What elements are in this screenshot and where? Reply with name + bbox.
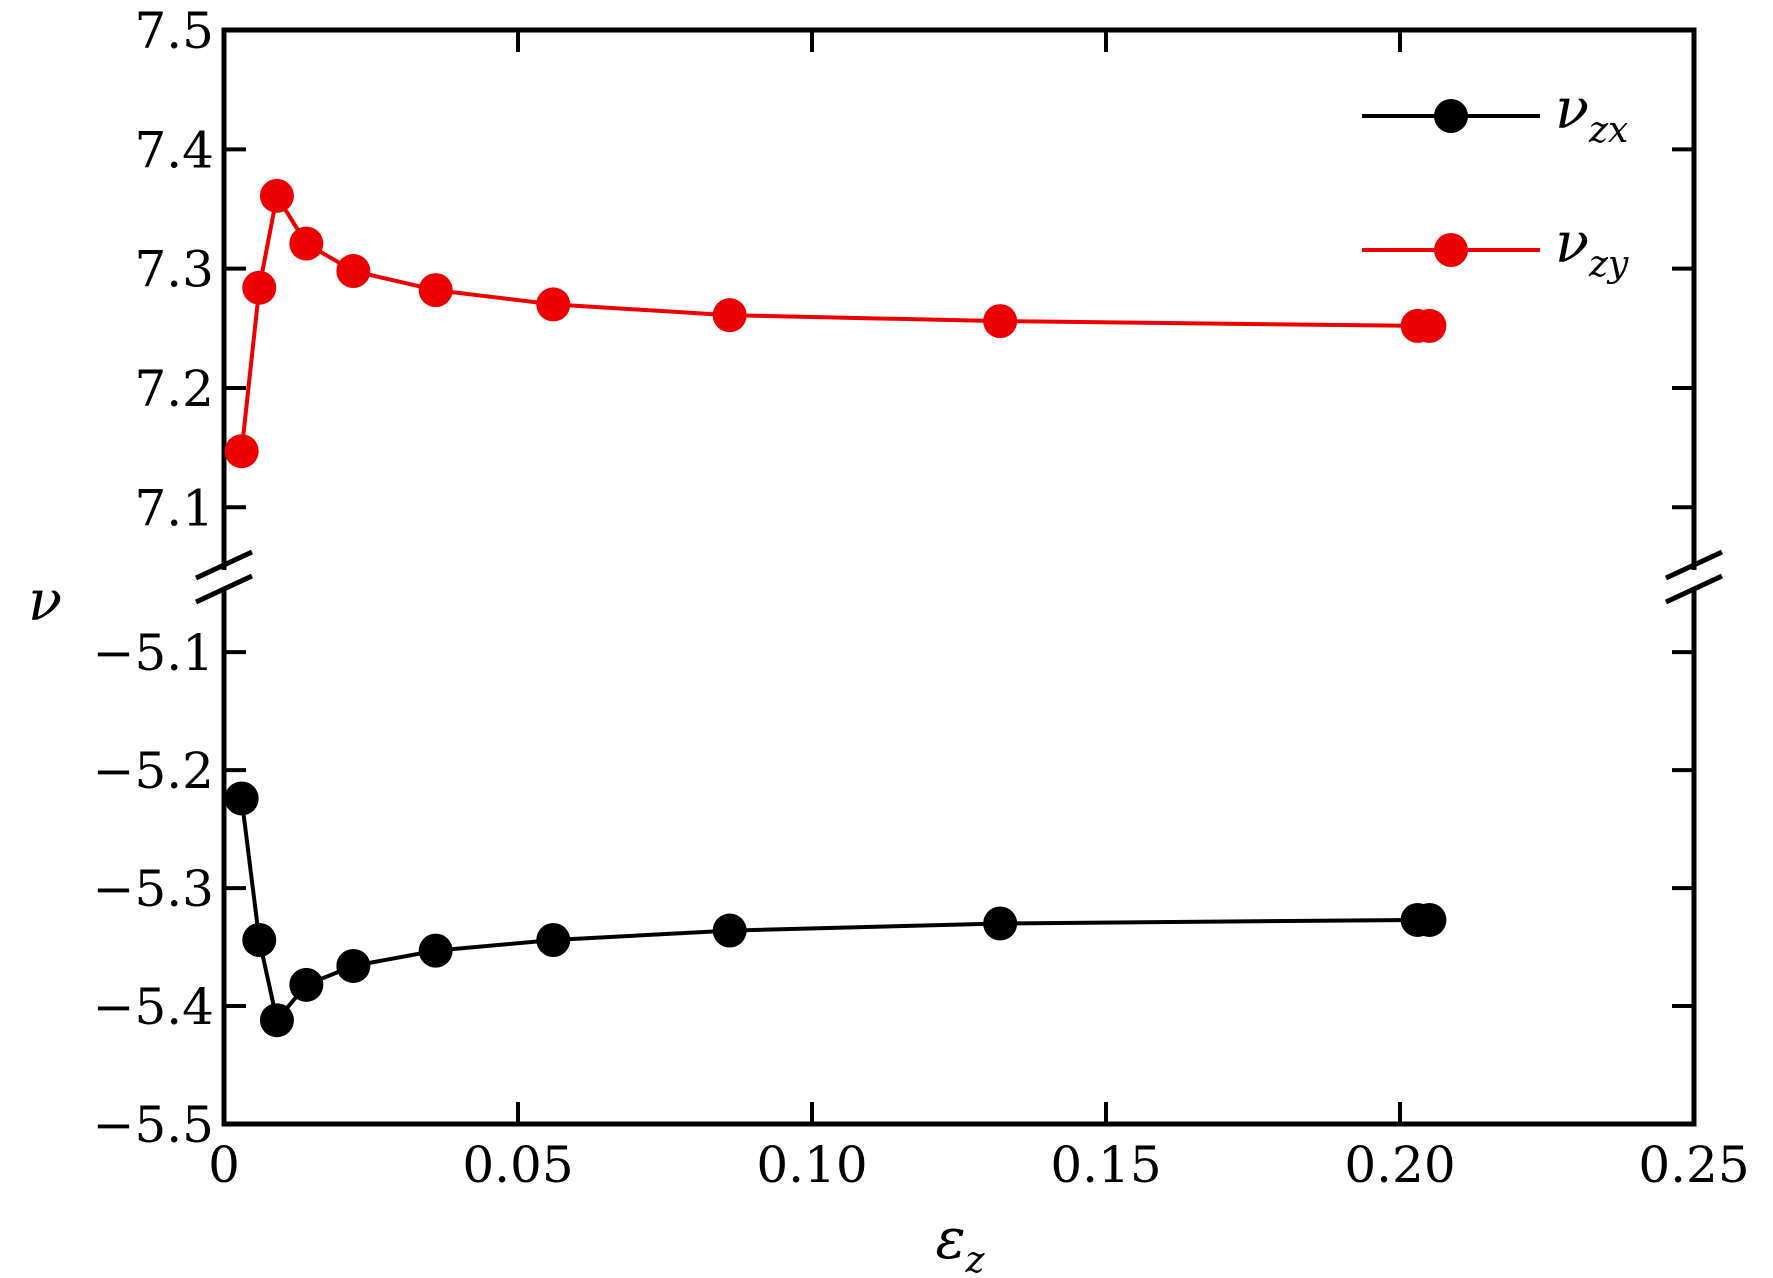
x-axis-label-main: ε (935, 1207, 965, 1272)
y-tick-label-upper: 7.5 (134, 2, 214, 60)
data-point-zy (289, 226, 324, 261)
break-slash (194, 573, 254, 605)
y-tick-label-lower: −5.4 (93, 978, 214, 1036)
data-point-zx (536, 922, 571, 957)
legend-marker-zy (1434, 233, 1468, 267)
data-point-zx (712, 913, 747, 948)
series-zy (224, 178, 1447, 469)
series-layer (224, 178, 1447, 1038)
legend-label-main: ν (1555, 77, 1589, 142)
y-tick-label-lower: −5.5 (93, 1096, 214, 1154)
legend-label-main: ν (1555, 211, 1589, 276)
series-line-zx (239, 798, 1430, 1025)
legend-label-zy: νzy (1555, 211, 1629, 285)
y-tick-label-lower: −5.1 (93, 624, 214, 682)
y-axis-label: ν (28, 569, 62, 634)
data-point-zx (224, 781, 259, 816)
x-tick-label: 0.25 (1638, 1136, 1749, 1194)
data-point-zy (224, 434, 259, 469)
legend-label-sub: zx (1588, 110, 1628, 151)
legend-marker-zx (1434, 99, 1468, 133)
data-point-zx (259, 1003, 294, 1038)
data-point-zx (336, 948, 371, 983)
data-point-zx (1412, 902, 1447, 937)
x-tick-label: 0.15 (1050, 1136, 1161, 1194)
data-point-zy (536, 287, 571, 322)
legend-label-sub: zy (1588, 244, 1629, 285)
legend-label-zx: νzx (1555, 77, 1628, 151)
x-tick-label: 0.05 (462, 1136, 573, 1194)
data-point-zy (1412, 308, 1447, 343)
break-slash (194, 549, 254, 581)
x-axis-label-sub: z (965, 1240, 986, 1278)
data-point-zy (259, 178, 294, 213)
data-point-zx (418, 933, 453, 968)
x-axis-label: εz (935, 1207, 985, 1278)
series-zx (224, 781, 1447, 1038)
data-point-zx (983, 906, 1018, 941)
x-tick-label: 0 (208, 1136, 240, 1194)
y-tick-label-upper: 7.2 (134, 360, 214, 418)
data-point-zy (418, 273, 453, 308)
series-line-zy (239, 190, 1430, 452)
axis-ticks: 0 0.05 0.10 0.15 0.20 0.25 7.1 7.2 7.3 7.4 7.5 −5.5… (93, 2, 1750, 1194)
data-point-zx (242, 922, 277, 957)
data-point-zx (289, 967, 324, 1002)
break-slash (1664, 573, 1724, 605)
y-tick-label-upper: 7.4 (134, 121, 214, 179)
x-tick-label: 0.10 (756, 1136, 867, 1194)
data-point-zy (712, 298, 747, 333)
data-point-zy (983, 304, 1018, 339)
axis-break-marks (194, 549, 1724, 605)
data-point-zy (336, 254, 371, 289)
y-tick-label-upper: 7.1 (134, 479, 214, 537)
y-tick-label-upper: 7.3 (134, 241, 214, 299)
y-tick-label-lower: −5.2 (93, 742, 214, 800)
x-tick-label: 0.20 (1344, 1136, 1455, 1194)
data-point-zy (242, 270, 277, 305)
y-tick-label-lower: −5.3 (93, 860, 214, 918)
break-slash (1664, 549, 1724, 581)
